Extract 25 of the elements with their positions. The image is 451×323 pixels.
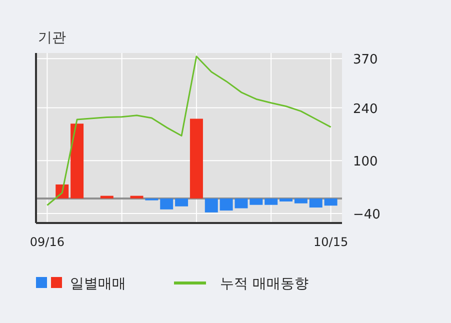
bar bbox=[100, 196, 114, 198]
x-tick-label: 09/16 bbox=[30, 235, 64, 249]
bar bbox=[160, 198, 174, 210]
legend-label: 일별매매 bbox=[70, 276, 126, 292]
bar bbox=[70, 124, 84, 198]
y-tick-label: 370 bbox=[353, 52, 378, 68]
bar bbox=[324, 198, 338, 206]
bar bbox=[280, 198, 293, 202]
legend-label: 누적 매매동향 bbox=[220, 276, 308, 292]
legend-item: 일별매매 bbox=[36, 276, 126, 292]
bar bbox=[175, 198, 188, 206]
bar bbox=[264, 198, 278, 205]
legend-item: 누적 매매동향 bbox=[174, 276, 308, 292]
bar bbox=[190, 118, 203, 198]
line-series bbox=[46, 56, 332, 206]
bar bbox=[294, 198, 308, 204]
y-tick-label: −40 bbox=[353, 208, 380, 223]
chart-title: 기관 bbox=[38, 30, 66, 46]
y-tick-label: 100 bbox=[353, 154, 378, 170]
bar bbox=[250, 198, 263, 205]
y-tick-label: 240 bbox=[353, 102, 378, 117]
x-tick-label: 10/15 bbox=[314, 235, 348, 249]
bar bbox=[309, 198, 322, 208]
bar bbox=[130, 196, 144, 198]
bar bbox=[204, 198, 218, 212]
